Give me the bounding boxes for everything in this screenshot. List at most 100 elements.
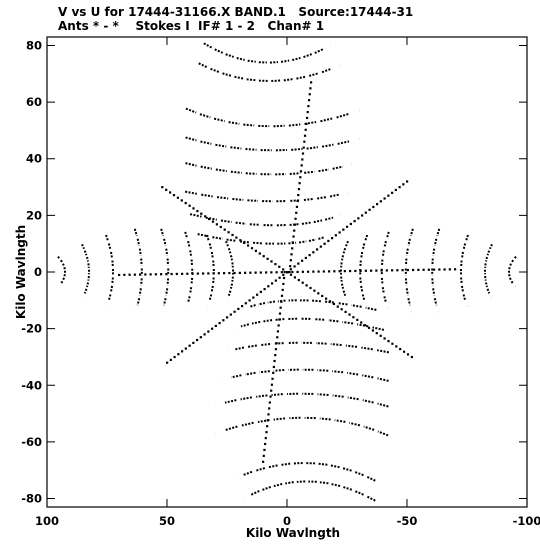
uv-track-segment <box>249 223 260 226</box>
y-tick-label: -60 <box>21 435 42 449</box>
uv-track-segment <box>292 56 301 62</box>
uv-track-segment <box>107 294 112 301</box>
uv-point <box>272 371 275 374</box>
uv-point <box>375 269 378 272</box>
uv-track-segment <box>301 221 311 225</box>
uv-track-segment <box>257 302 266 306</box>
uv-point <box>295 211 298 214</box>
uv-point <box>354 269 357 273</box>
uv-track-segment <box>60 259 64 264</box>
uv-track-segment <box>308 72 319 77</box>
y-tick-label: 80 <box>26 38 42 52</box>
uv-point <box>301 152 305 155</box>
uv-track-segment <box>110 251 113 259</box>
uv-track-segment <box>136 298 141 306</box>
uv-point <box>313 289 316 292</box>
uv-point <box>118 273 121 277</box>
y-tick-label: 0 <box>34 265 42 279</box>
uv-point <box>123 273 126 276</box>
uv-point <box>300 164 303 167</box>
uv-track-segment <box>285 481 294 485</box>
uv-point <box>303 140 306 143</box>
uv-track-segment <box>332 394 344 398</box>
uv-point <box>227 231 230 234</box>
uv-track-segment <box>436 228 441 237</box>
uv-track-segment <box>200 165 212 170</box>
uv-track-segment <box>340 283 345 289</box>
uv-point <box>202 272 205 275</box>
uv-track-segment <box>409 228 414 237</box>
uv-track-segment <box>306 146 318 150</box>
uv-point <box>266 425 269 428</box>
uv-track-segment <box>349 421 361 427</box>
uv-point <box>281 288 284 291</box>
y-tick-label: 40 <box>26 152 42 166</box>
uv-point <box>412 268 415 272</box>
uv-point <box>269 395 272 398</box>
uv-track-segment <box>381 286 385 294</box>
uv-track-segment <box>334 419 346 423</box>
uv-point <box>364 211 367 214</box>
uv-track-segment <box>187 296 191 304</box>
uv-point <box>321 294 324 298</box>
uv-point <box>391 342 394 345</box>
uv-track-segment <box>225 240 229 247</box>
uv-track-segment <box>212 236 223 240</box>
y-tick-label: 60 <box>26 95 42 109</box>
uv-point <box>367 326 371 329</box>
uv-track-segment <box>165 288 169 296</box>
uv-point <box>299 170 303 173</box>
uv-track-segment <box>510 280 515 285</box>
uv-track-segment <box>210 285 214 293</box>
uv-track-segment <box>319 417 331 421</box>
uv-track-segment <box>342 320 354 325</box>
uv-point <box>349 269 352 273</box>
uv-track-segment <box>460 277 463 284</box>
uv-track-segment <box>224 399 237 404</box>
uv-point <box>282 273 285 277</box>
uv-point <box>309 87 312 90</box>
uv-track-segment <box>347 371 359 376</box>
uv-point <box>357 217 360 220</box>
uv-point <box>258 252 261 255</box>
uv-point <box>394 188 397 192</box>
uv-track-segment <box>220 219 232 224</box>
uv-track-segment <box>81 243 85 250</box>
uv-point <box>370 269 373 272</box>
uv-track-segment <box>259 370 270 374</box>
uv-track-segment <box>63 274 66 278</box>
y-axis-label: Kilo Wavlngth <box>14 225 28 319</box>
uv-track-segment <box>385 231 390 239</box>
uv-track-segment <box>231 276 234 282</box>
uv-track-segment <box>351 304 362 308</box>
uv-track-segment <box>245 172 257 175</box>
uv-point <box>271 377 274 380</box>
uv-point <box>214 324 217 327</box>
uv-point <box>289 268 292 271</box>
uv-track-segment <box>230 170 242 174</box>
uv-track-segment <box>432 248 436 256</box>
uv-track-segment <box>247 59 256 63</box>
chart-title: V vs U for 17444-31166.X BAND.1 Source:1… <box>58 5 414 19</box>
uv-point <box>166 361 169 364</box>
uv-point <box>226 316 229 319</box>
uv-point <box>360 321 363 324</box>
uv-point <box>368 208 371 211</box>
uv-track-segment <box>59 280 64 285</box>
uv-point <box>173 355 176 359</box>
uv-point <box>297 188 301 191</box>
uv-track-segment <box>296 75 306 80</box>
uv-point <box>340 308 343 311</box>
uv-point <box>307 99 311 102</box>
uv-point <box>177 353 180 356</box>
uv-track-segment <box>260 343 271 347</box>
uv-track-segment <box>273 369 285 372</box>
uv-track-segment <box>105 234 109 242</box>
uv-track-segment <box>62 277 65 281</box>
uv-point <box>181 350 184 353</box>
uv-track-segment <box>364 234 369 242</box>
uv-track-segment <box>462 243 467 250</box>
uv-point <box>387 194 390 197</box>
uv-point <box>297 193 300 197</box>
uv-track-segment <box>484 282 489 288</box>
